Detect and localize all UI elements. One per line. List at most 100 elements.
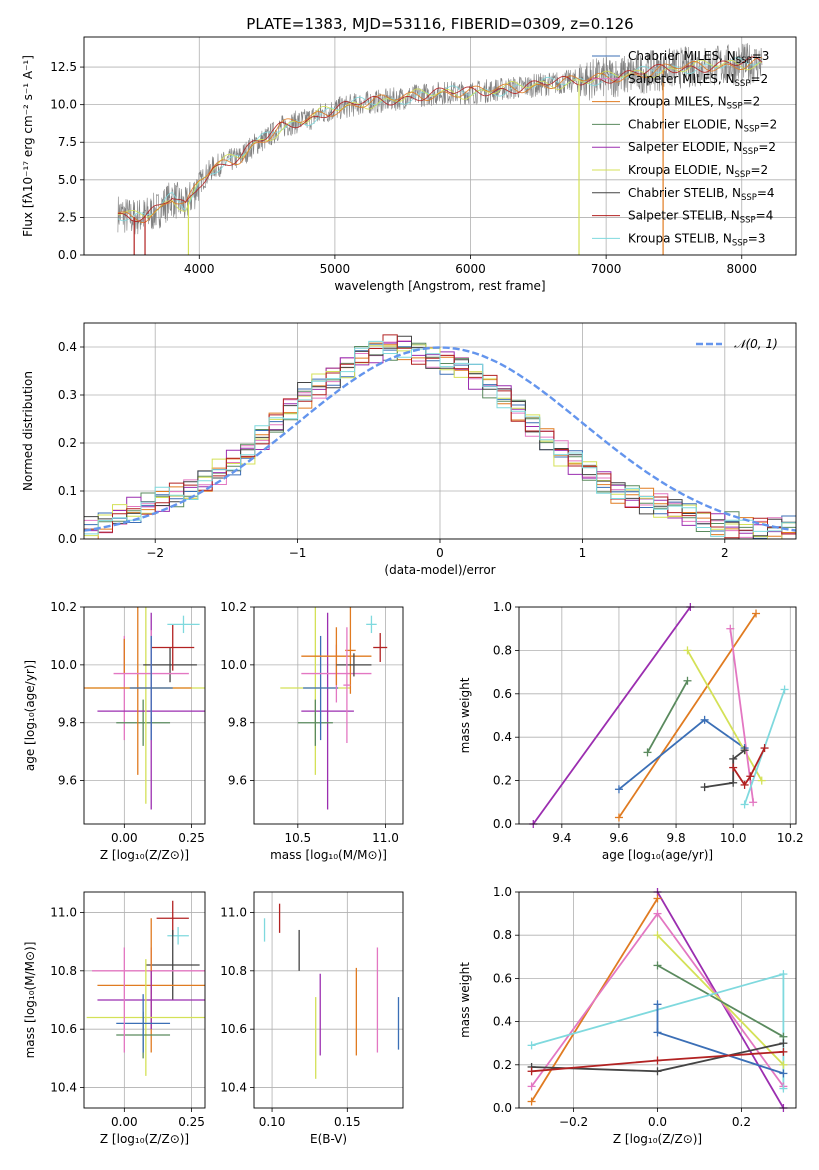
legend-label: Salpeter STELIB, NSSP=4 — [628, 209, 773, 226]
panel-5: 0.00 0.25 10.4 10.6 10.8 11.0 Z [log₁₀(Z/Z⊙)] m… — [23, 891, 206, 1146]
x-tick-label: −0.2 — [559, 1115, 588, 1129]
y-tick-label: 0.8 — [493, 643, 512, 657]
y-tick-label: 0.2 — [493, 1058, 512, 1072]
axes-frame — [518, 606, 797, 825]
legend-subscript: SSP — [736, 56, 752, 66]
y-tick-label: 0.4 — [58, 340, 77, 354]
x-axis-label: mass [log₁₀(M/M⊙)] — [270, 848, 387, 862]
model-spectrum — [117, 56, 763, 222]
legend-subscript: SSP — [735, 79, 751, 89]
x-tick-label: 0.00 — [111, 831, 138, 845]
legend-subscript: SSP — [727, 102, 743, 112]
panel-1: −2 −1 0 1 2 0.0 0.1 0.2 0.3 0.4 (data-model)/error… — [21, 322, 797, 577]
panel-0: 4000 5000 6000 7000 8000 0.0 2.5 5.0 7.5 10.0 12.5… — [21, 15, 797, 293]
weight-line — [618, 612, 757, 819]
y-tick-label: 12.5 — [50, 60, 77, 74]
y-tick-label: 2.5 — [58, 210, 77, 224]
y-tick-label: 0.0 — [493, 817, 512, 831]
x-tick-label: 9.4 — [552, 831, 571, 845]
weight-line — [704, 749, 746, 788]
plot-area — [254, 607, 403, 824]
x-tick-label: 0.10 — [259, 1115, 286, 1129]
x-tick-label: 0.15 — [334, 1115, 361, 1129]
x-axis-label: Z [log₁₀(Z/Z⊙)] — [613, 1132, 702, 1146]
weight-line — [532, 607, 692, 824]
y-tick-label: 0.1 — [58, 484, 77, 498]
x-tick-label: 10.2 — [777, 831, 804, 845]
y-axis-label: mass weight — [458, 962, 472, 1038]
y-tick-label: 10.4 — [50, 1081, 77, 1095]
legend-subscript: SSP — [742, 147, 758, 157]
legend-subscript: SSP — [741, 193, 757, 203]
y-axis-label: Flux [fλ10⁻¹⁷ erg cm⁻² s⁻¹ A⁻¹] — [21, 55, 35, 237]
axes-frame — [83, 322, 797, 540]
y-tick-label: 0.4 — [493, 730, 512, 744]
y-tick-label: 10.6 — [50, 1022, 77, 1036]
y-tick-label: 0.2 — [58, 436, 77, 450]
x-tick-label: 11.0 — [372, 831, 399, 845]
plot-area — [84, 323, 796, 539]
gaussian-curve — [84, 346, 796, 532]
weight-line — [646, 680, 689, 753]
chart-title: PLATE=1383, MJD=53116, FIBERID=0309, z=0… — [246, 15, 633, 33]
x-tick-label: 2 — [721, 546, 729, 560]
x-tick-label: 0.0 — [648, 1115, 667, 1129]
panel-3: 10.5 11.0 9.6 9.8 10.0 10.2 mass [log₁₀(M/M⊙)] — [220, 600, 404, 862]
legend-subscript: SSP — [744, 124, 760, 134]
y-axis-label: Normed distribution — [21, 371, 35, 491]
y-tick-label: 10.6 — [220, 1022, 247, 1036]
y-tick-label: 0.2 — [493, 774, 512, 788]
model-spectrum — [117, 57, 763, 224]
weight-line — [732, 747, 766, 787]
y-tick-label: 10.0 — [50, 658, 77, 672]
x-tick-label: 9.6 — [609, 831, 628, 845]
plot-area — [84, 892, 205, 1108]
x-tick-label: 6000 — [455, 262, 486, 276]
x-axis-label: E(B-V) — [310, 1132, 347, 1146]
x-tick-label: 8000 — [726, 262, 757, 276]
x-tick-label: 0.00 — [111, 1115, 138, 1129]
legend-label: Chabrier ELODIE, NSSP=2 — [628, 117, 777, 134]
panel-6: 0.10 0.15 10.4 10.6 10.8 11.0 E(B-V) — [220, 891, 404, 1146]
y-tick-label: 1.0 — [493, 600, 512, 614]
axes-frame — [83, 606, 206, 825]
y-tick-label: 10.2 — [220, 600, 247, 614]
panel-4: 9.4 9.6 9.8 10.0 10.2 0.0 0.2 0.4 0.6 0.8 1.0 age [… — [458, 600, 804, 862]
x-tick-label: 10.0 — [720, 831, 747, 845]
axes-frame — [83, 891, 206, 1109]
plot-area — [519, 607, 796, 824]
y-tick-label: 0.6 — [493, 971, 512, 985]
y-tick-label: 0.4 — [493, 1015, 512, 1029]
y-tick-label: 7.5 — [58, 135, 77, 149]
panel-7: −0.2 0.0 0.2 0.0 0.2 0.4 0.6 0.8 1.0 Z [log₁₀(Z/Z… — [458, 885, 797, 1146]
legend-value: =2 — [750, 163, 768, 177]
legend-value: =3 — [752, 49, 770, 63]
y-axis-label: mass weight — [458, 677, 472, 753]
x-axis-label: (data-model)/error — [384, 563, 495, 577]
plot-area — [254, 892, 403, 1108]
y-tick-label: 10.0 — [220, 658, 247, 672]
axes-frame — [253, 606, 404, 825]
model-spectrum — [117, 59, 763, 218]
y-tick-label: 5.0 — [58, 173, 77, 187]
y-tick-label: 9.6 — [58, 774, 77, 788]
legend-label: Kroupa ELODIE, NSSP=2 — [628, 163, 768, 180]
y-tick-label: 0.0 — [493, 1101, 512, 1115]
x-tick-label: 0.25 — [178, 831, 205, 845]
legend-value: =4 — [756, 209, 774, 223]
legend-label: Kroupa STELIB, NSSP=3 — [628, 231, 766, 248]
legend-label: Salpeter ELODIE, NSSP=2 — [628, 140, 776, 157]
legend-value: =3 — [748, 231, 766, 245]
x-tick-label: −2 — [146, 546, 164, 560]
y-tick-label: 9.8 — [228, 716, 247, 730]
axes-frame — [518, 891, 797, 1109]
y-tick-label: 11.0 — [220, 905, 247, 919]
x-tick-label: 7000 — [591, 262, 622, 276]
x-axis-label: wavelength [Angstrom, rest frame] — [334, 279, 545, 293]
x-tick-label: 0.25 — [178, 1115, 205, 1129]
x-tick-label: 9.8 — [667, 831, 686, 845]
legend-label: Kroupa MILES, NSSP=2 — [628, 95, 760, 112]
axes-frame — [83, 36, 797, 256]
axes-frame — [253, 891, 404, 1109]
